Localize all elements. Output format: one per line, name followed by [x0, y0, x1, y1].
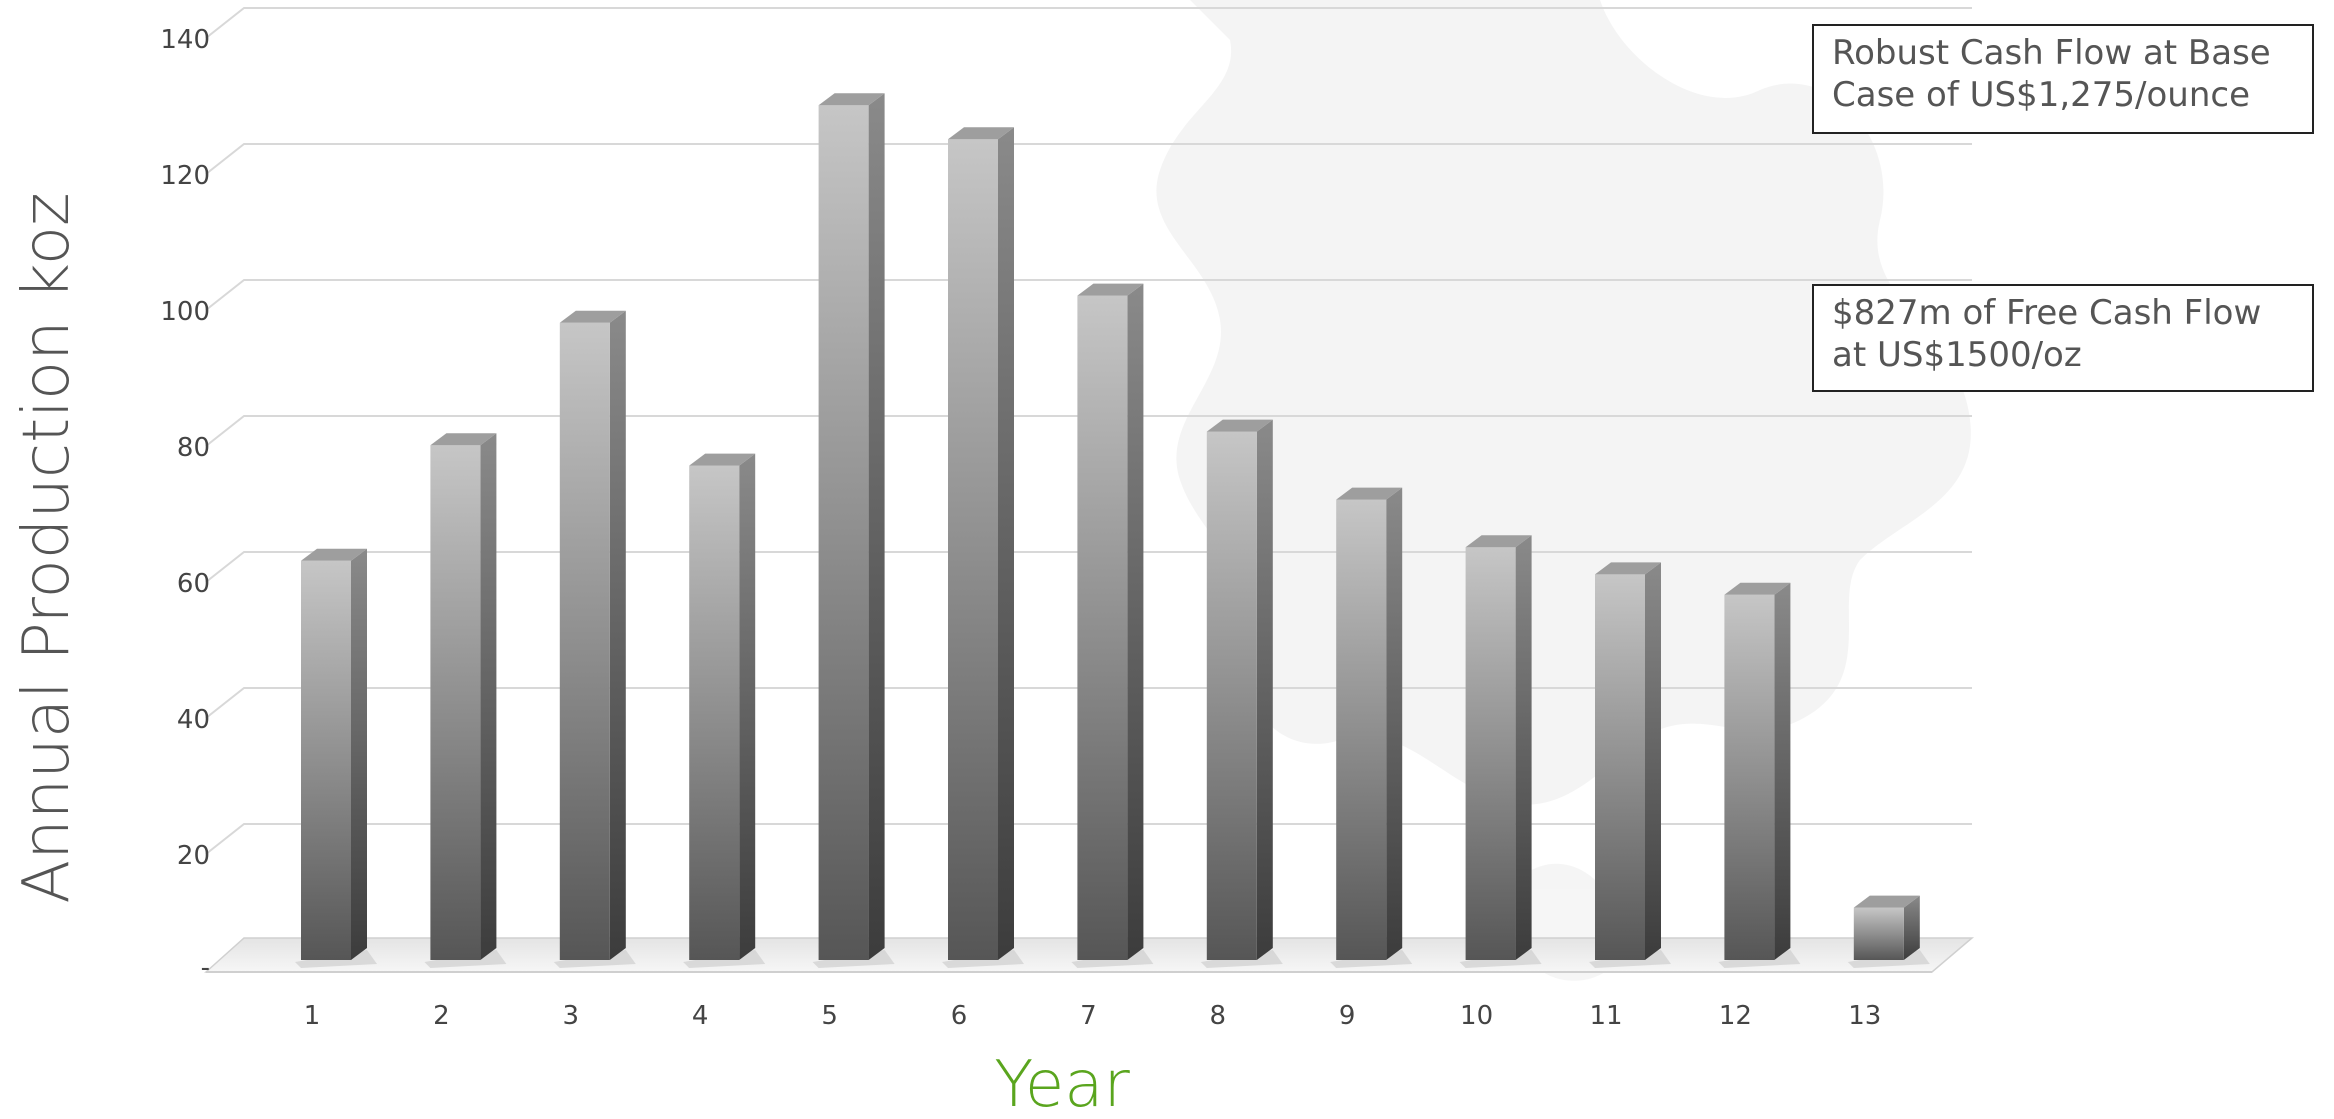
bar-top: [1724, 582, 1791, 595]
bar: 2: 76: [424, 433, 507, 968]
bar-front: [1465, 547, 1516, 960]
x-tick-label: 9: [1339, 1001, 1356, 1031]
grid-line: [205, 7, 1972, 39]
bar-front: [1724, 594, 1775, 960]
bar-side: [868, 93, 885, 960]
x-tick-label: 13: [1848, 1001, 1881, 1031]
x-tick-label: 11: [1589, 1001, 1622, 1031]
bar-side: [1127, 283, 1144, 961]
bar-top: [1595, 562, 1661, 575]
bar-side: [1256, 419, 1273, 961]
x-tick-label: 4: [692, 1001, 709, 1031]
bar: 9: 68: [1330, 487, 1413, 968]
bar: 12: 54: [1718, 582, 1801, 968]
annotation-base-case: Robust Cash Flow at Base Case of US$1,27…: [1812, 24, 2314, 134]
y-tick-label: 60: [177, 569, 210, 599]
x-tick-label: 7: [1080, 1001, 1097, 1031]
bar-series: 1: 59 2: 76 3: 94 4: 73 5: 126 6: 121 7: 98 8: …: [295, 93, 1930, 968]
bar-front: [430, 445, 481, 960]
bar-front: [559, 322, 610, 960]
watermark-splash-icon: [1156, 0, 1971, 981]
bar-top: [430, 433, 497, 446]
x-tick-label: 1: [304, 1001, 321, 1031]
grid-line: [205, 143, 1972, 175]
y-tick-label: 80: [177, 433, 210, 463]
annotation-free-cash-flow: $827m of Free Cash Flow at US$1500/oz: [1812, 284, 2314, 392]
bar-front: [948, 139, 998, 960]
bar-top: [1336, 487, 1403, 500]
bar-top: [1077, 283, 1144, 296]
y-tick-label: 120: [160, 161, 210, 191]
grid-line: [205, 279, 1972, 311]
y-axis-label: Annual Production koz: [10, 192, 84, 903]
y-axis-tick-labels: - 20 40 60 80 100 120 140: [160, 25, 210, 983]
bar-side: [351, 548, 367, 960]
x-axis-label: Year: [994, 1048, 1130, 1114]
bar: 7: 98: [1071, 283, 1154, 968]
y-tick-label: 100: [160, 297, 210, 327]
bar-side: [998, 127, 1014, 960]
bar-side: [1774, 582, 1791, 960]
bar-side: [739, 453, 756, 960]
bar: 5: 126: [812, 93, 895, 968]
x-tick-label: 10: [1460, 1001, 1493, 1031]
bar-front: [1853, 907, 1904, 960]
x-tick-label: 6: [951, 1001, 968, 1031]
bar-front: [1595, 574, 1645, 960]
bar-front: [1206, 431, 1257, 961]
bar: 10: 61: [1459, 535, 1542, 968]
bar-side: [1903, 895, 1920, 960]
bar: 4: 73: [683, 453, 766, 968]
bar-side: [1386, 487, 1403, 960]
bar-side: [1645, 562, 1661, 960]
bar: 13: 8: [1847, 895, 1930, 968]
grid-line: [205, 415, 1972, 447]
x-tick-label: 12: [1719, 1001, 1752, 1031]
bar-top: [559, 310, 626, 323]
x-axis-tick-labels: 1 2 3 4 5 6 7 8 9 10 11 12 13: [304, 1001, 1882, 1031]
bar-front: [301, 560, 351, 960]
bar-front: [818, 105, 869, 960]
y-tick-label: 40: [177, 705, 210, 735]
bar-top: [818, 93, 885, 106]
bar: 1: 59: [295, 548, 377, 968]
bar-top: [1853, 895, 1920, 908]
x-tick-label: 3: [563, 1001, 580, 1031]
bar-front: [1336, 499, 1387, 960]
y-tick-label: 140: [160, 25, 210, 55]
grid-lines: [205, 7, 1972, 855]
y-tick-label: 20: [177, 841, 210, 871]
y-tick-label: -: [201, 953, 210, 983]
bar: 3: 94: [553, 310, 636, 968]
bar-top: [689, 453, 756, 466]
bar-top: [301, 548, 367, 561]
bar-top: [1465, 535, 1532, 548]
bar: 6: 121: [942, 127, 1024, 968]
bar: 11: 57: [1589, 562, 1671, 968]
bar-top: [1206, 419, 1273, 432]
bar-top: [948, 127, 1014, 140]
bar-side: [1515, 535, 1532, 960]
x-tick-label: 5: [821, 1001, 838, 1031]
bar-side: [480, 433, 497, 960]
x-tick-label: 8: [1210, 1001, 1227, 1031]
bar: 8: 78: [1200, 419, 1283, 968]
bar-front: [689, 465, 740, 960]
bar-side: [609, 310, 626, 960]
x-tick-label: 2: [433, 1001, 450, 1031]
bar-front: [1077, 295, 1128, 961]
